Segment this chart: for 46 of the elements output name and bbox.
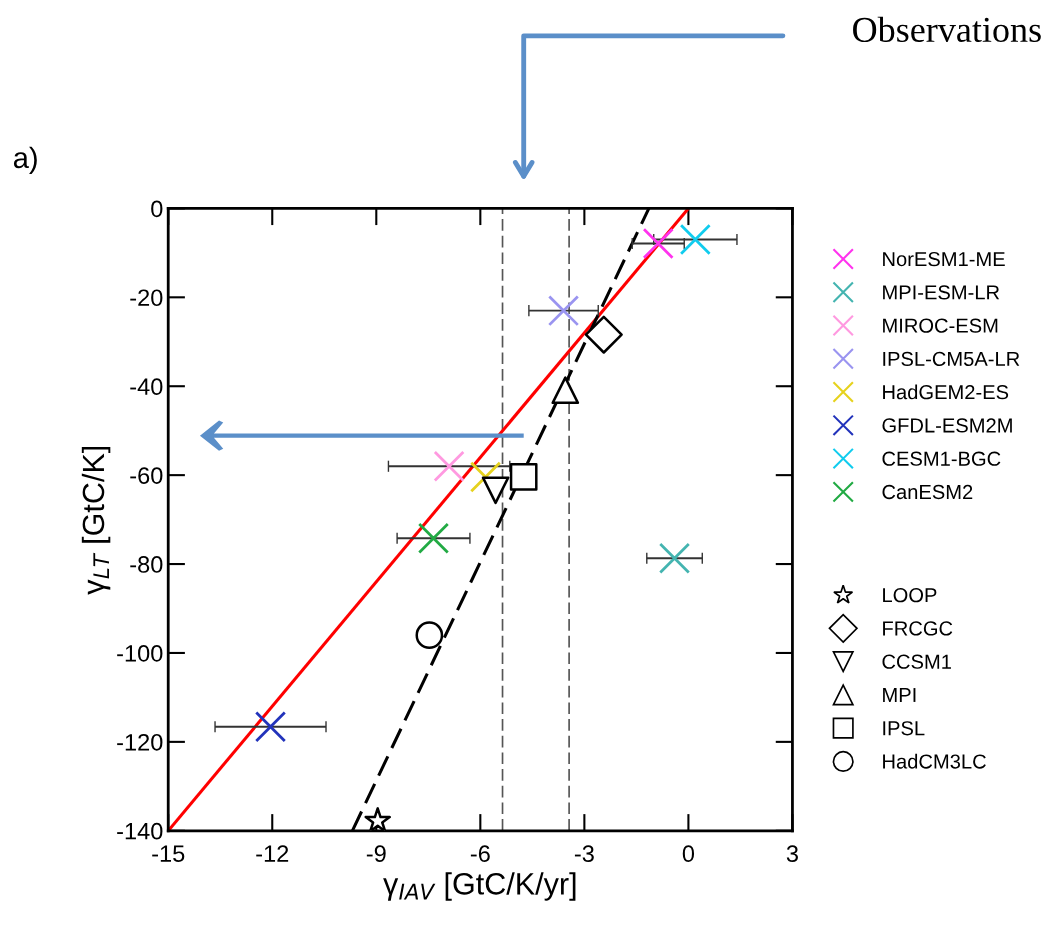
x-tick-label: -12: [256, 845, 289, 862]
y-tick-label: -80: [130, 556, 163, 573]
legend-label: MIROC-ESM: [883, 318, 998, 333]
point: [415, 621, 444, 650]
text: Observations: [853, 16, 1041, 43]
legend-label: GFDL-ESM2M: [882, 418, 1012, 433]
point: [547, 295, 580, 327]
point: [364, 807, 391, 831]
point: [509, 463, 538, 491]
legend-label: CESM1-BGC: [882, 451, 1001, 466]
y-tick-label: -100: [117, 645, 163, 662]
x-tick-label: 3: [786, 845, 798, 863]
legend-label: CanESM2: [882, 484, 973, 500]
point: [551, 376, 580, 405]
y-tick-label: 0: [151, 200, 163, 218]
y-tick-label: -40: [130, 378, 163, 396]
point: [481, 476, 510, 505]
legend-label: MPI-ESM-LR: [883, 285, 1000, 300]
chart-title: a): [13, 146, 37, 174]
x-axis-title: γ$_{IAV}$ [GtC/K/yr]: [383, 872, 576, 901]
x-tick-label: -6: [470, 845, 490, 863]
legend-label: CCSM1: [882, 654, 951, 669]
y-tick-label: -60: [130, 467, 163, 484]
legend-label: FRCGC: [883, 621, 953, 636]
point: [642, 227, 674, 260]
x-tick-label: -15: [152, 845, 185, 863]
legend-label: IPSL: [883, 721, 925, 736]
point: [584, 315, 623, 354]
point: [433, 450, 465, 482]
legend-label: IPSL-CM5A-LR: [883, 351, 1020, 367]
legend-label: HadGEM2-ES: [883, 384, 1009, 400]
legend-label: LOOP: [883, 588, 937, 603]
x-tick-label: -3: [574, 845, 594, 863]
point: [658, 542, 691, 574]
y-tick-label: -20: [130, 289, 163, 307]
y-tick-label: -120: [117, 733, 163, 751]
legend-label: NorESM1-ME: [883, 251, 1005, 267]
point: [417, 522, 450, 554]
legend-label: MPI: [883, 688, 916, 702]
legend-label: HadCM3LC: [883, 753, 986, 769]
point: [254, 711, 287, 743]
y-axis-title: γ$_{LT}$ [GtC/K]: [81, 446, 111, 595]
x-tick-label: -9: [366, 845, 386, 863]
x-tick-label: 0: [682, 845, 695, 863]
point: [679, 223, 711, 256]
y-tick-label: -140: [117, 822, 163, 840]
